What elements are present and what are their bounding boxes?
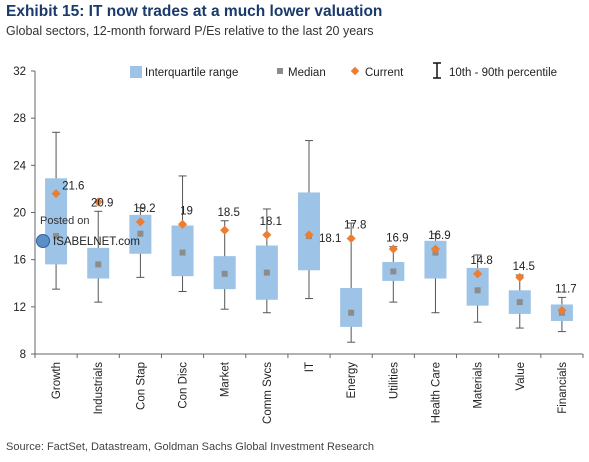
globe-icon <box>36 234 50 248</box>
legend-median-swatch <box>277 68 283 74</box>
category-label: Financials <box>557 362 569 414</box>
current-value-label: 16.9 <box>428 230 450 242</box>
median-marker <box>474 287 481 294</box>
current-value-label: 17.8 <box>344 219 366 231</box>
y-tick-label: 28 <box>13 113 26 125</box>
chart-title: Exhibit 15: IT now trades at a much lowe… <box>6 3 383 20</box>
watermark: Posted on ISABELNET.com <box>36 215 140 248</box>
current-value-label: 19.2 <box>133 203 155 215</box>
y-tick-label: 32 <box>13 66 26 78</box>
median-marker <box>390 268 397 275</box>
current-value-label: 18.5 <box>217 207 239 219</box>
current-value-label: 18.1 <box>260 216 282 228</box>
current-marker <box>262 230 272 240</box>
value-labels: 21.620.9 19.2 19 18.518.118.117.816.9 16.914… <box>62 181 577 296</box>
current-value-label: 19 <box>180 205 193 217</box>
category-label: IT <box>304 362 316 372</box>
legend: Interquartile range Median Current 10th … <box>130 62 557 79</box>
y-tick-label: 12 <box>13 302 26 314</box>
category-label: Industrials <box>93 362 105 415</box>
current-marker <box>557 305 567 315</box>
iqr-box <box>424 240 447 279</box>
watermark-line2: ISABELNET.com <box>53 236 140 248</box>
current-marker <box>515 272 525 282</box>
source-note: Source: FactSet, Datastream, Goldman Sac… <box>6 441 375 453</box>
category-label: Materials <box>473 362 485 409</box>
median-marker <box>179 249 186 256</box>
category-label: Market <box>220 361 232 397</box>
legend-median-label: Median <box>288 67 326 79</box>
current-marker <box>346 233 356 243</box>
legend-iqr-swatch <box>130 66 142 78</box>
current-marker <box>51 189 61 199</box>
iqr-box <box>45 178 68 265</box>
legend-percentile-swatch <box>433 62 441 79</box>
median-marker <box>516 299 523 306</box>
median-marker <box>95 261 102 268</box>
legend-iqr-label: Interquartile range <box>145 67 238 79</box>
y-tick-label: 20 <box>13 208 26 220</box>
current-value-label: 20.9 <box>91 197 113 209</box>
current-value-label: 16.9 <box>386 233 408 245</box>
y-tick-label: 24 <box>13 160 26 172</box>
current-value-label: 21.6 <box>62 181 84 193</box>
watermark-line1: Posted on <box>40 215 90 227</box>
category-label: Utilities <box>388 362 400 399</box>
iqr-box <box>466 267 489 306</box>
current-marker <box>135 217 145 227</box>
current-value-label: 11.7 <box>555 283 577 295</box>
category-label: Growth <box>51 362 63 399</box>
plot-area <box>45 131 573 343</box>
legend-current-label: Current <box>365 67 404 79</box>
category-label: Comm Svcs <box>262 362 274 424</box>
legend-current-swatch <box>350 66 360 76</box>
median-marker <box>221 270 228 277</box>
category-label: Con Disc <box>178 362 190 409</box>
current-value-label: 14.8 <box>470 255 492 267</box>
median-marker <box>263 269 270 276</box>
current-marker <box>388 244 398 254</box>
median-marker <box>137 230 144 237</box>
y-axis: 8 12 16 20 24 28 32 <box>13 66 584 361</box>
median-marker <box>53 233 60 240</box>
current-marker <box>178 219 188 229</box>
current-value-label: 18.1 <box>319 233 341 245</box>
chart-subtitle: Global sectors, 12-month forward P/Es re… <box>6 24 374 38</box>
current-marker <box>220 225 230 235</box>
current-value-label: 14.5 <box>513 261 535 273</box>
iqr-box <box>340 287 363 327</box>
category-label: Health Care <box>430 362 442 423</box>
median-marker <box>348 309 355 316</box>
legend-percentile-label: 10th - 90th percentile <box>449 67 557 79</box>
y-tick-label: 8 <box>20 349 26 361</box>
current-marker <box>93 197 103 207</box>
category-label: Value <box>515 362 527 391</box>
category-label: Energy <box>346 362 358 399</box>
category-label: Con Stap <box>135 362 147 410</box>
y-tick-label: 16 <box>13 255 26 267</box>
category-labels: Growth Industrials Con Stap Con Disc Market C… <box>51 361 569 424</box>
